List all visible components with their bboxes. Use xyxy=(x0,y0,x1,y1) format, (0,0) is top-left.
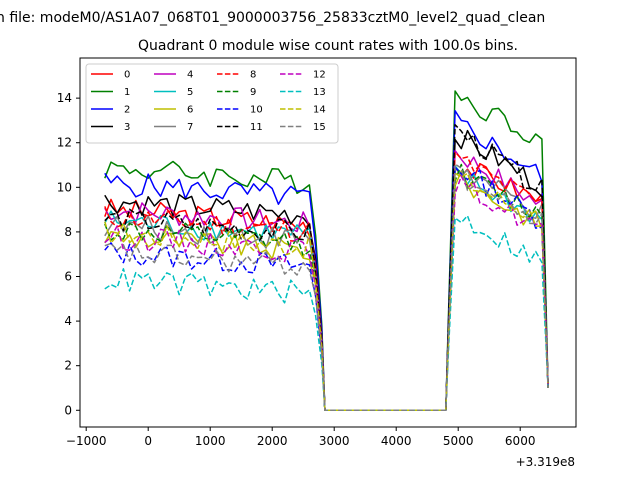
y-tick-label: 4 xyxy=(64,314,72,328)
y-tick-label: 8 xyxy=(64,225,72,239)
legend-label-8: 8 xyxy=(250,70,256,81)
legend-label-14: 14 xyxy=(313,105,326,116)
x-tick-label: 4000 xyxy=(381,434,412,448)
series-line-9 xyxy=(104,163,549,412)
legend-label-7: 7 xyxy=(187,122,193,133)
series-line-1 xyxy=(104,90,549,412)
y-tick-label: 2 xyxy=(64,359,72,373)
axes-frame xyxy=(79,57,577,428)
legend-label-12: 12 xyxy=(313,70,326,81)
series-line-10 xyxy=(104,166,549,412)
y-axis: 0 2 4 6 8 10 12 14 xyxy=(57,91,80,417)
x-tick-label: 1000 xyxy=(195,434,226,448)
x-axis: −1000 0 1000 2000 3000 4000 5000 6000 xyxy=(66,427,536,448)
legend-label-1: 1 xyxy=(124,87,130,98)
y-tick-label: 0 xyxy=(64,403,72,417)
series-line-2 xyxy=(104,110,549,412)
legend-label-5: 5 xyxy=(187,87,193,98)
legend-label-10: 10 xyxy=(250,105,263,116)
legend-label-9: 9 xyxy=(250,87,256,98)
legend-label-3: 3 xyxy=(124,122,130,133)
series-line-14 xyxy=(104,172,549,412)
y-tick-label: 10 xyxy=(57,180,72,194)
series-line-15 xyxy=(104,163,549,412)
legend-label-2: 2 xyxy=(124,105,130,116)
x-offset-label: +3.319e8 xyxy=(516,455,575,469)
x-tick-label: 3000 xyxy=(319,434,350,448)
legend-label-0: 0 xyxy=(124,70,130,81)
chart-title: Quadrant 0 module wise count rates with … xyxy=(138,38,518,54)
legend-frame xyxy=(85,63,339,144)
series-line-0 xyxy=(104,162,549,412)
y-tick-label: 6 xyxy=(64,270,72,284)
series-line-13 xyxy=(104,215,549,412)
legend-label-15: 15 xyxy=(313,122,326,133)
plot-area xyxy=(104,90,549,412)
x-tick-label: 2000 xyxy=(257,434,288,448)
x-tick-label: 5000 xyxy=(443,434,474,448)
legend-label-6: 6 xyxy=(187,105,193,116)
x-tick-label: −1000 xyxy=(66,434,107,448)
y-tick-label: 12 xyxy=(57,136,72,150)
x-tick-label: 6000 xyxy=(505,434,536,448)
series-line-11 xyxy=(104,124,549,412)
legend-label-4: 4 xyxy=(187,70,193,81)
series-line-12 xyxy=(104,175,549,412)
legend-label-11: 11 xyxy=(250,122,263,133)
x-tick-label: 0 xyxy=(144,434,152,448)
series-line-8 xyxy=(104,151,549,412)
legend-label-13: 13 xyxy=(313,87,326,98)
y-tick-label: 14 xyxy=(57,91,72,105)
figure-suptitle: n file: modeM0/AS1A07_068T01_9000003756_… xyxy=(0,10,545,26)
